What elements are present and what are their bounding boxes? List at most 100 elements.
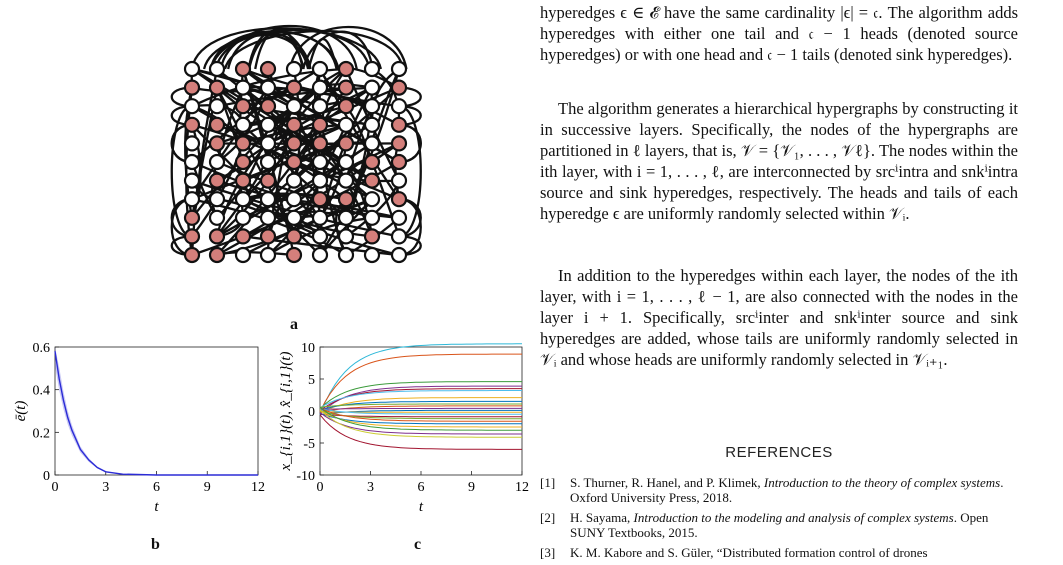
node (363, 209, 381, 226)
hyperedge (398, 198, 422, 257)
hyperedge (215, 87, 296, 237)
node-tail (390, 116, 408, 133)
chart-c-series-line (319, 406, 522, 431)
node (363, 98, 381, 115)
paragraph-1: hyperedges ϵ ∈ 𝓔 have the same cardinali… (540, 2, 1018, 65)
reference-authors: H. Sayama, (570, 510, 634, 525)
node-tail (183, 79, 201, 96)
chart-c-series-line (319, 412, 522, 425)
node (363, 116, 381, 133)
node-tail (390, 153, 408, 171)
reference-item: [3] K. M. Kabore and S. Güler, “Distribu… (540, 545, 1018, 560)
node-tail (390, 79, 408, 96)
node (259, 79, 277, 96)
node (363, 135, 381, 152)
node-tail (259, 172, 277, 189)
chart-c-series-line (319, 409, 522, 428)
hyperedge (241, 68, 270, 163)
chart-b-x-tick-label: 3 (102, 480, 109, 495)
node-tail (363, 153, 381, 171)
node-tail (234, 172, 252, 189)
reference-authors: S. Thurner, R. Hanel, and P. Klimek, (570, 475, 764, 490)
chart-c-y-tick-label: 10 (301, 341, 315, 356)
node (259, 153, 277, 171)
node (337, 172, 355, 189)
chart-b-y-tick-label: 0.2 (33, 426, 51, 441)
hyperedge (190, 27, 382, 70)
hyperedge (242, 86, 373, 163)
chart-c: 0 3 6 9 12 -10 -5 0 5 10 t x_{i,1}(t), x̂_{i,1}(t) (278, 341, 529, 515)
text-column: hyperedges ϵ ∈ 𝓔 have the same cardinali… (540, 0, 1063, 565)
references-heading: REFERENCES (725, 444, 833, 461)
node-tail (285, 246, 303, 264)
chart-c-series-line (319, 410, 522, 420)
node-tail (337, 191, 355, 208)
chart-b-x-tick-label: 6 (153, 480, 160, 495)
hyperedge (398, 105, 422, 238)
chart-c-series-line (319, 409, 522, 438)
reference-number: [1] (540, 475, 556, 490)
node-tail (285, 153, 303, 171)
hyperedge (202, 29, 371, 70)
node (311, 172, 329, 189)
node (390, 246, 408, 264)
node (183, 191, 201, 208)
node-tail (234, 153, 252, 171)
chart-c-y-tick-label: -10 (296, 469, 315, 484)
paragraph-3-text: In addition to the hyperedges within eac… (540, 266, 1018, 369)
node-tail (285, 135, 303, 152)
node (208, 153, 226, 171)
node-tail (183, 246, 201, 264)
node (208, 60, 226, 78)
chart-c-y-axis-label: x_{i,1}(t), x̂_{i,1}(t) (278, 352, 294, 472)
node-tail (285, 116, 303, 133)
reference-title: Introduction to the modeling and analysi… (633, 510, 954, 525)
node-tail (337, 135, 355, 152)
hyperedge (210, 31, 338, 70)
node (234, 116, 252, 133)
node-tail (259, 60, 277, 78)
node-tail (311, 116, 329, 133)
chart-c-series-line (319, 408, 522, 415)
node-tail (208, 79, 226, 96)
chart-c-series-line (319, 407, 522, 410)
chart-c-series-line (319, 405, 522, 413)
node-tail (285, 79, 303, 96)
node-tail (234, 60, 252, 78)
chart-c-series-line (319, 407, 522, 422)
chart-c-series-line (319, 390, 522, 409)
node (259, 191, 277, 208)
nodes (183, 60, 408, 264)
node (311, 60, 329, 78)
hyperedge (254, 28, 304, 70)
chart-b-x-tick-label: 12 (251, 480, 265, 495)
chart-c-y-tick-label: 0 (308, 405, 315, 420)
node (183, 172, 201, 189)
node (390, 209, 408, 226)
chart-c-x-tick-label: 0 (317, 480, 324, 495)
hyperedge (191, 105, 321, 164)
node (183, 153, 201, 171)
hyperedge (191, 67, 295, 108)
node (363, 60, 381, 78)
paragraph-3: In addition to the hyperedges within eac… (540, 265, 1018, 370)
node-tail (311, 135, 329, 152)
chart-c-x-tick-label: 12 (515, 480, 529, 495)
hyperedge (267, 67, 347, 144)
node-tail (234, 228, 252, 245)
hyperedge (267, 86, 400, 145)
node-tail (208, 172, 226, 189)
chart-c-series-line (319, 400, 522, 411)
chart-c-series-line (319, 414, 522, 450)
reference-text: K. M. Kabore and S. Güler, “Distributed … (570, 545, 1018, 560)
node-tail (183, 228, 201, 245)
chart-b: 0 3 6 9 12 0 0.2 0.4 0.6 t ē(t) (13, 341, 265, 515)
node (337, 116, 355, 133)
chart-b-x-axis-label: t (154, 499, 159, 515)
node-tail (285, 228, 303, 245)
node (363, 246, 381, 264)
node (285, 191, 303, 208)
reference-publisher: . Open SUNY Textbooks, 2015. (570, 510, 989, 540)
node (183, 98, 201, 115)
chart-b-y-tick-label: 0 (43, 469, 50, 484)
